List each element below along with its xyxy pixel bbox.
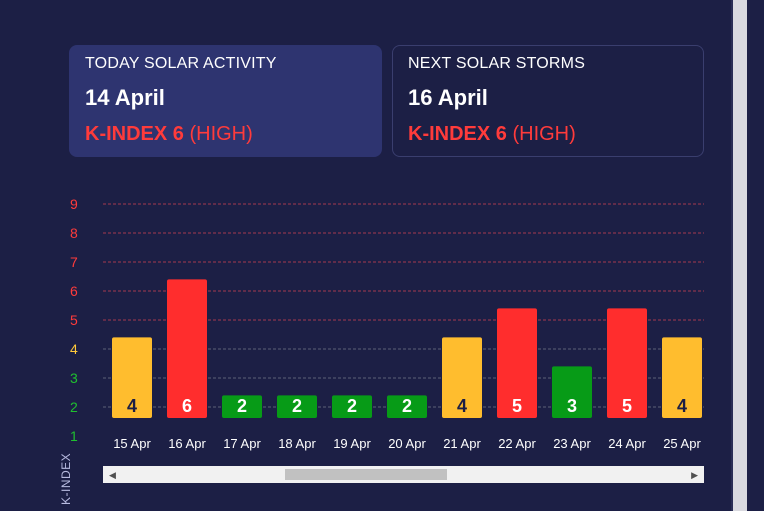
next-date: 16 April bbox=[408, 85, 488, 110]
bar bbox=[552, 366, 592, 418]
bar-data-label: 2 bbox=[292, 396, 302, 416]
bar-data-label: 3 bbox=[567, 396, 577, 416]
bar-data-label: 6 bbox=[182, 396, 192, 416]
scroll-right-icon[interactable]: ▶ bbox=[691, 470, 698, 480]
next-storms-card: NEXT SOLAR STORMS 16 April K-INDEX 6 (HI… bbox=[392, 45, 704, 157]
y-tick-label: 3 bbox=[70, 370, 78, 386]
y-tick-label: 8 bbox=[70, 225, 78, 241]
scrollbar-thumb[interactable] bbox=[285, 469, 447, 480]
bar bbox=[607, 308, 647, 418]
bar bbox=[332, 395, 372, 418]
x-tick-label: 20 Apr bbox=[388, 436, 426, 451]
next-kindex-level: (HIGH) bbox=[512, 123, 576, 145]
x-tick-label: 17 Apr bbox=[223, 436, 261, 451]
x-tick-label: 22 Apr bbox=[498, 436, 536, 451]
y-tick-label: 5 bbox=[70, 312, 78, 328]
today-kindex-level: (HIGH) bbox=[189, 123, 253, 145]
y-tick-label: 6 bbox=[70, 283, 78, 299]
bar-data-label: 2 bbox=[237, 396, 247, 416]
bar bbox=[222, 395, 262, 418]
x-tick-label: 25 Apr bbox=[663, 436, 701, 451]
next-label: NEXT SOLAR STORMS bbox=[408, 55, 586, 72]
x-tick-label: 24 Apr bbox=[608, 436, 646, 451]
x-tick-label: 23 Apr bbox=[553, 436, 591, 451]
bar-data-label: 4 bbox=[127, 396, 137, 416]
bar bbox=[387, 395, 427, 418]
bar-data-label: 5 bbox=[512, 396, 522, 416]
vertical-scrollbar[interactable] bbox=[733, 0, 747, 511]
scroll-left-icon[interactable]: ◀ bbox=[109, 470, 116, 480]
today-activity-card: TODAY SOLAR ACTIVITY 14 April K-INDEX 6 … bbox=[69, 45, 382, 157]
horizontal-scrollbar[interactable]: ◀ ▶ bbox=[103, 466, 704, 483]
bar bbox=[277, 395, 317, 418]
today-date: 14 April bbox=[85, 85, 165, 110]
today-kindex-value: K-INDEX 6 bbox=[85, 123, 184, 145]
bar bbox=[167, 279, 207, 418]
y-tick-label: 4 bbox=[70, 341, 78, 357]
next-kindex-value: K-INDEX 6 bbox=[408, 123, 507, 145]
bar bbox=[662, 337, 702, 418]
bar-data-label: 4 bbox=[677, 396, 687, 416]
y-tick-label: 7 bbox=[70, 254, 78, 270]
bar-data-label: 2 bbox=[402, 396, 412, 416]
x-tick-label: 18 Apr bbox=[278, 436, 316, 451]
y-axis-label: K-INDEX bbox=[59, 452, 73, 505]
y-tick-label: 1 bbox=[70, 428, 78, 444]
today-label: TODAY SOLAR ACTIVITY bbox=[85, 55, 277, 72]
bar bbox=[112, 337, 152, 418]
page-divider bbox=[731, 0, 733, 511]
x-tick-label: 15 Apr bbox=[113, 436, 151, 451]
y-tick-label: 9 bbox=[70, 196, 78, 212]
y-tick-label: 2 bbox=[70, 399, 78, 415]
bar bbox=[497, 308, 537, 418]
bar-data-label: 5 bbox=[622, 396, 632, 416]
x-tick-label: 19 Apr bbox=[333, 436, 371, 451]
bar bbox=[442, 337, 482, 418]
x-tick-label: 16 Apr bbox=[168, 436, 206, 451]
next-kindex: K-INDEX 6 (HIGH) bbox=[408, 123, 688, 146]
bar-data-label: 4 bbox=[457, 396, 467, 416]
bar-data-label: 2 bbox=[347, 396, 357, 416]
x-tick-label: 21 Apr bbox=[443, 436, 481, 451]
today-kindex: K-INDEX 6 (HIGH) bbox=[85, 123, 366, 146]
